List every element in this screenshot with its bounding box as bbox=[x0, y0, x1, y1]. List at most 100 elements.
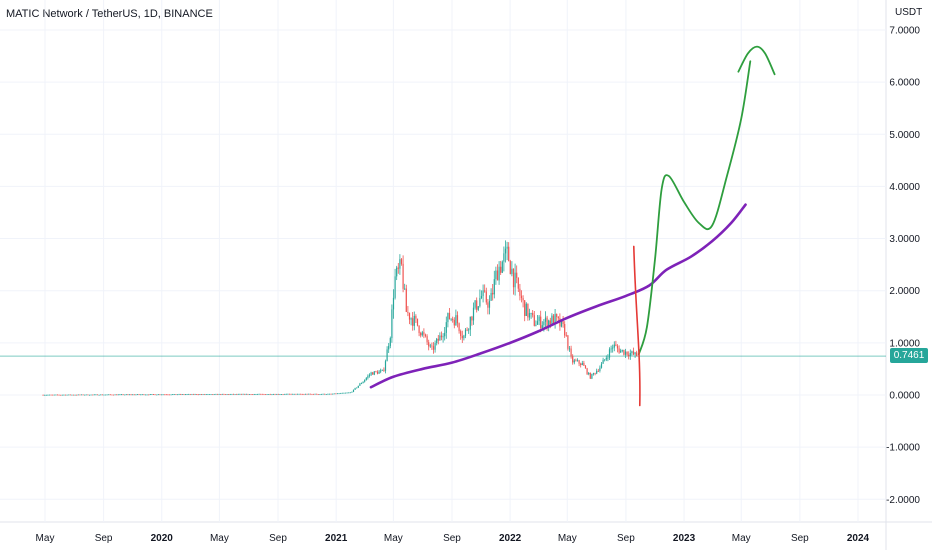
candle-body bbox=[592, 373, 595, 375]
candle-body bbox=[557, 316, 559, 319]
last-price-tag: 0.7461 bbox=[890, 348, 928, 363]
candle-body bbox=[421, 332, 423, 336]
candle-body bbox=[309, 393, 311, 395]
candle-body bbox=[308, 393, 310, 395]
candle-body bbox=[490, 292, 492, 301]
candle-body bbox=[199, 394, 201, 395]
candle-body bbox=[178, 394, 180, 395]
y-axis: 7.0000 6.0000 5.0000 4.0000 3.0000 2.0000 1.00… bbox=[886, 25, 920, 505]
candle-body bbox=[437, 338, 439, 341]
candle-body bbox=[242, 393, 244, 395]
candle-body bbox=[346, 392, 348, 394]
candle-body bbox=[76, 394, 78, 396]
candle-body bbox=[280, 394, 283, 395]
candle-body bbox=[509, 261, 511, 275]
candle-body bbox=[304, 393, 307, 395]
candle-body bbox=[167, 394, 169, 396]
candle-body bbox=[618, 348, 620, 353]
candle-body bbox=[164, 394, 166, 396]
candle-body bbox=[218, 394, 220, 395]
candle-body bbox=[327, 393, 329, 395]
candle-body bbox=[511, 268, 513, 275]
candle-body bbox=[103, 394, 105, 396]
candle-body bbox=[520, 295, 523, 299]
candle-body bbox=[536, 321, 539, 325]
candle-body bbox=[248, 394, 251, 395]
candle-body bbox=[197, 394, 199, 396]
candle-body bbox=[245, 393, 247, 395]
candle-body bbox=[77, 394, 79, 396]
candle-body bbox=[372, 372, 374, 375]
candle-body bbox=[549, 320, 551, 325]
vertical-marker-line bbox=[632, 245, 641, 407]
candle-body bbox=[260, 393, 262, 395]
candle-body bbox=[367, 375, 369, 378]
candle-body bbox=[412, 318, 414, 326]
candle-body bbox=[376, 371, 379, 374]
candle-body bbox=[612, 347, 614, 349]
candle-body bbox=[351, 391, 353, 393]
candle-body bbox=[580, 363, 582, 365]
candle-body bbox=[189, 394, 191, 395]
candle-body bbox=[215, 393, 217, 395]
candle-body bbox=[501, 261, 503, 273]
candle-body bbox=[544, 317, 547, 322]
candle-body bbox=[408, 312, 411, 320]
candle-body bbox=[285, 393, 287, 395]
candle-body bbox=[538, 316, 540, 322]
x-axis: May Sep 2020 May Sep 2021 May Sep 2022 May Sep 2023… bbox=[36, 533, 870, 544]
candle-body bbox=[136, 394, 139, 396]
candle-body bbox=[274, 394, 276, 395]
candle-body bbox=[266, 394, 268, 395]
candle-body bbox=[623, 349, 625, 355]
candle-body bbox=[364, 379, 366, 382]
candle-body bbox=[445, 322, 447, 333]
candle-body bbox=[528, 313, 531, 318]
candle-body bbox=[130, 394, 132, 396]
candle-body bbox=[620, 350, 622, 353]
candle-body bbox=[256, 394, 259, 395]
candle-body bbox=[117, 394, 119, 396]
candle-body bbox=[444, 332, 446, 337]
candle-body bbox=[468, 329, 470, 331]
candle-body bbox=[458, 323, 460, 332]
candle-body bbox=[487, 302, 489, 308]
candle-body bbox=[234, 394, 236, 395]
candle-body bbox=[312, 393, 315, 395]
x-tick-label: May bbox=[558, 533, 577, 544]
candle-body bbox=[311, 393, 313, 395]
candle-body bbox=[594, 373, 596, 375]
candle-body bbox=[632, 351, 635, 355]
candle-body bbox=[263, 393, 265, 395]
candle-body bbox=[570, 348, 572, 357]
candle-body bbox=[88, 394, 91, 396]
candle-body bbox=[357, 385, 359, 388]
x-tick-label: Sep bbox=[269, 533, 287, 544]
candle-body bbox=[330, 393, 332, 395]
candle-body bbox=[514, 272, 516, 288]
candle-body bbox=[295, 393, 297, 395]
candle-body bbox=[504, 248, 507, 254]
candle-body bbox=[93, 394, 95, 396]
moving-average-line bbox=[369, 203, 747, 389]
candle-body bbox=[290, 393, 292, 395]
candle-body bbox=[424, 334, 427, 337]
candle-body bbox=[276, 393, 278, 395]
candle-body bbox=[428, 342, 430, 347]
candle-body bbox=[434, 343, 436, 350]
candle-body bbox=[45, 394, 47, 396]
candle-body bbox=[413, 315, 415, 326]
candle-body bbox=[608, 349, 611, 358]
candle-body bbox=[157, 394, 159, 396]
candle-body bbox=[173, 394, 175, 395]
candle-body bbox=[239, 393, 241, 395]
candle-body bbox=[532, 313, 534, 316]
candle-body bbox=[426, 336, 428, 343]
candle-body bbox=[519, 288, 521, 296]
candle-body bbox=[314, 393, 316, 395]
candle-body bbox=[452, 318, 454, 320]
candle-body bbox=[602, 359, 604, 364]
candle-body bbox=[343, 392, 345, 394]
candle-body bbox=[79, 394, 81, 396]
